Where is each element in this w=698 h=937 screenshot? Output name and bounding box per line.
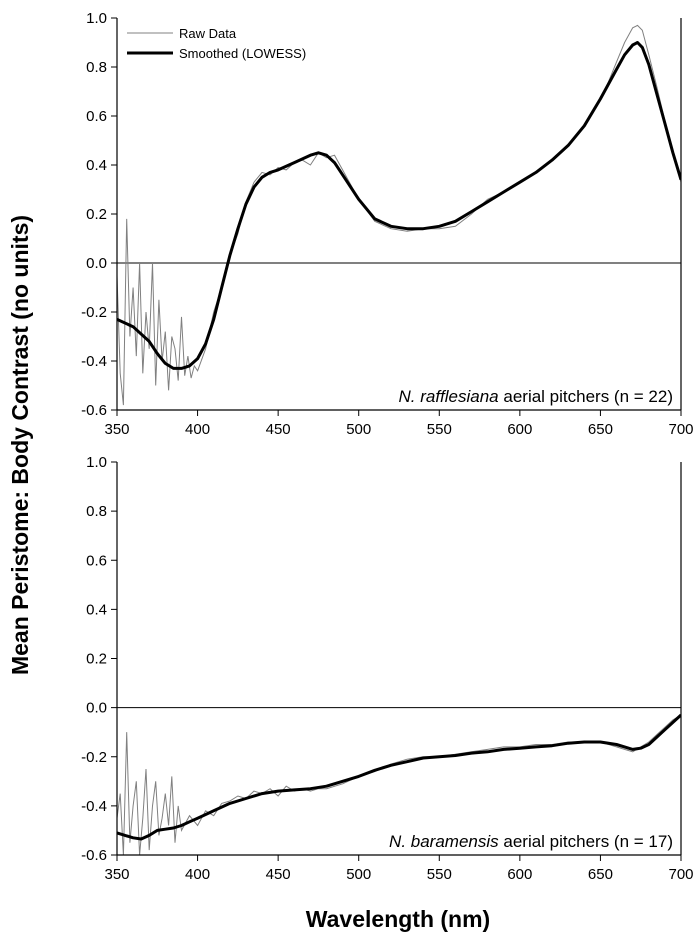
legend-label: Smoothed (LOWESS) [179, 46, 306, 61]
y-tick-label: -0.2 [81, 749, 107, 766]
x-tick-label: 600 [507, 421, 532, 438]
y-tick-label: 0.0 [86, 700, 107, 717]
panel-annotation: N. rafflesiana aerial pitchers (n = 22) [398, 387, 673, 406]
y-tick-label: 0.2 [86, 651, 107, 668]
x-tick-label: 600 [507, 866, 532, 883]
y-tick-label: -0.4 [81, 798, 107, 815]
y-tick-label: 0.0 [86, 255, 107, 272]
x-axis-title: Wavelength (nm) [306, 906, 490, 932]
x-tick-label: 450 [266, 866, 291, 883]
panel-top: -0.6 -0.4 -0.2 0.0 0.2 0.4 0.6 0.8 1.0 350 400 450 5… [81, 10, 693, 438]
species-name: N. rafflesiana [398, 387, 498, 406]
sample-description: aerial pitchers (n = 22) [499, 387, 673, 406]
x-tick-label: 500 [346, 866, 371, 883]
y-tick-label: -0.2 [81, 304, 107, 321]
y-tick-label: -0.6 [81, 402, 107, 419]
y-tick-label: 0.6 [86, 552, 107, 569]
y-tick-label: 0.8 [86, 503, 107, 520]
y-tick-label: -0.6 [81, 847, 107, 864]
smoothed-lowess-line [117, 41, 681, 370]
x-tick-label: 550 [427, 421, 452, 438]
y-tick-label: -0.4 [81, 353, 107, 370]
y-tick-label: 0.4 [86, 601, 107, 618]
species-name: N. baramensis [389, 832, 499, 851]
x-tick-label: 650 [588, 866, 613, 883]
x-tick-label: 650 [588, 421, 613, 438]
x-tick-label: 450 [266, 421, 291, 438]
x-tick-label: 550 [427, 866, 452, 883]
y-tick-label: 1.0 [86, 10, 107, 27]
panel-bottom: -0.6 -0.4 -0.2 0.0 0.2 0.4 0.6 0.8 1.0 350 400 450 5… [81, 454, 693, 883]
smoothed-lowess-line [117, 713, 681, 841]
y-tick-label: 1.0 [86, 454, 107, 471]
x-tick-label: 350 [104, 866, 129, 883]
y-tick-label: 0.6 [86, 108, 107, 125]
y-tick-label: 0.8 [86, 59, 107, 76]
x-tick-label: 500 [346, 421, 371, 438]
x-tick-label: 700 [668, 421, 693, 438]
legend: Raw Data Smoothed (LOWESS) [127, 26, 306, 61]
y-tick-label: 0.4 [86, 157, 107, 174]
x-tick-label: 400 [185, 866, 210, 883]
panel-annotation: N. baramensis aerial pitchers (n = 17) [389, 832, 673, 851]
sample-description: aerial pitchers (n = 17) [499, 832, 673, 851]
x-tick-label: 700 [668, 866, 693, 883]
legend-label: Raw Data [179, 26, 237, 41]
x-tick-label: 400 [185, 421, 210, 438]
x-tick-label: 350 [104, 421, 129, 438]
y-axis-title: Mean Peristome: Body Contrast (no units) [7, 215, 33, 675]
y-tick-label: 0.2 [86, 206, 107, 223]
